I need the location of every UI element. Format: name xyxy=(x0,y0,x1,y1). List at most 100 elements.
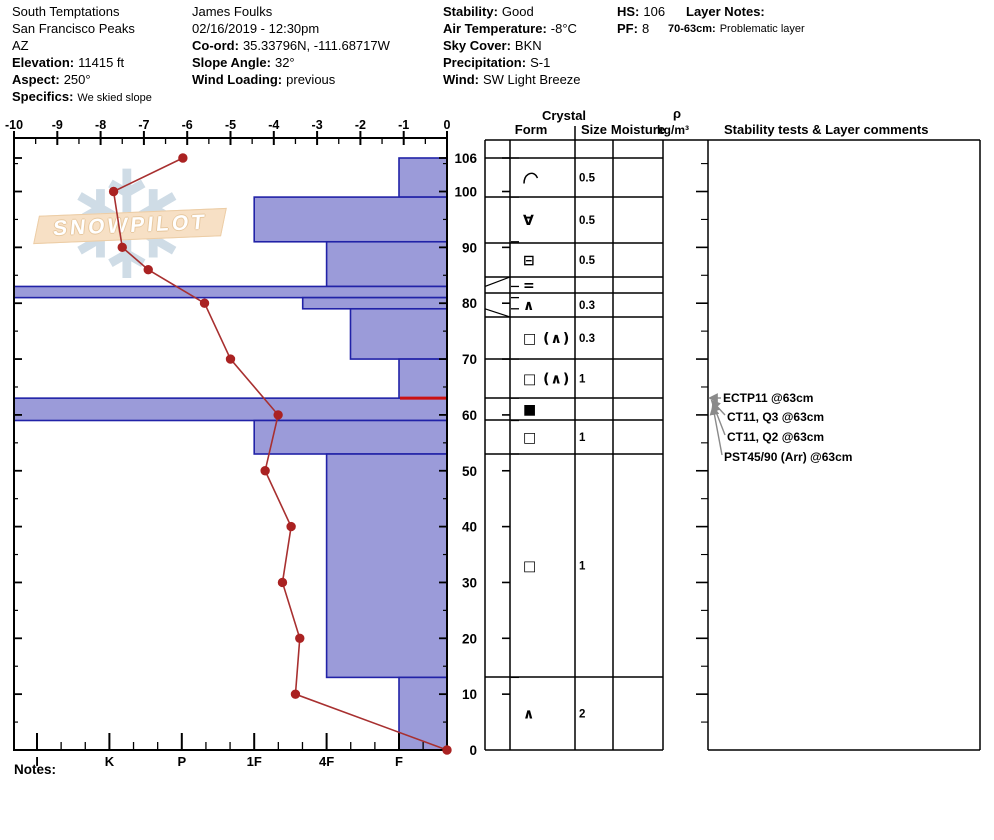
depth-axis-label: 106 xyxy=(454,151,477,166)
layer-note-range: 70-63cm: xyxy=(668,23,716,35)
layer-note-line: 70-63cm: Problematic layer xyxy=(668,22,805,37)
pf-label: PF: xyxy=(617,21,638,36)
crystal-form-symbol: ⊟ xyxy=(523,253,536,269)
temperature-point xyxy=(178,153,188,163)
temperature-point xyxy=(117,242,127,253)
wind-loading-value: previous xyxy=(286,72,336,87)
wind-value: SW Light Breeze xyxy=(482,72,581,87)
stability-line: Stability: Good xyxy=(443,4,534,19)
precipitation-label: Precipitation: xyxy=(443,55,527,70)
hs-label: HS: xyxy=(617,4,640,19)
depth-axis-label: 90 xyxy=(462,240,477,255)
temp-axis-label: -8 xyxy=(95,118,106,132)
elevation-label: Elevation: xyxy=(12,55,75,70)
temperature-point xyxy=(199,298,210,308)
site-name: South Temptations xyxy=(12,4,120,19)
temp-axis-label: -4 xyxy=(268,118,279,132)
observation-datetime: 02/16/2019 - 12:30pm xyxy=(192,21,320,36)
crystal-form-symbol: □ (∧) xyxy=(523,331,570,347)
crystal-size-value: 0.3 xyxy=(579,300,595,312)
crystal-size-value: 0.5 xyxy=(579,173,596,185)
size-header: Size xyxy=(581,122,607,137)
hardness-bar-layer-7 xyxy=(13,397,448,422)
wind-loading-label: Wind Loading: xyxy=(192,72,283,87)
hardness-bar-layer-3 xyxy=(13,285,448,299)
temp-axis-label: -3 xyxy=(312,118,323,132)
crystal-size-value: 1 xyxy=(579,432,586,444)
depth-axis-label: 40 xyxy=(462,520,477,535)
precipitation-value: S-1 xyxy=(530,55,551,70)
layer-leader-line xyxy=(484,308,511,318)
layer-notes-label: Layer Notes: xyxy=(686,4,765,19)
temperature-point xyxy=(225,354,236,364)
stability-test-label: CT11, Q3 @63cm xyxy=(727,410,824,424)
specifics-value: We skied slope xyxy=(77,92,152,104)
hardness-bar-layer-1 xyxy=(253,196,448,243)
crystal-size-value: 0.3 xyxy=(579,333,595,345)
crystal-size-value: 0.5 xyxy=(579,255,596,267)
temp-axis-label: -2 xyxy=(355,118,366,132)
temperature-point xyxy=(108,186,119,197)
depth-axis-label: 80 xyxy=(462,296,477,311)
depth-axis-label: 60 xyxy=(462,408,477,423)
air-temperature-label: Air Temperature: xyxy=(443,21,547,36)
temperature-point xyxy=(143,264,153,275)
hardness-bar-layer-2 xyxy=(325,240,448,288)
temp-axis-label: -9 xyxy=(52,118,63,132)
temperature-point xyxy=(260,466,270,476)
comments-header: Stability tests & Layer comments xyxy=(724,122,928,137)
moisture-header: Moisture xyxy=(611,122,665,137)
coord-label: Co-ord: xyxy=(192,38,239,53)
aspect-label: Aspect: xyxy=(12,72,60,87)
depth-axis-label: 30 xyxy=(462,575,477,590)
form-header: Form xyxy=(515,122,548,137)
wind-label: Wind: xyxy=(443,72,479,87)
hardness-axis-label: 4F xyxy=(319,754,334,769)
air-temperature-line: Air Temperature: -8°C xyxy=(443,21,577,36)
precipitation-line: Precipitation: S-1 xyxy=(443,55,550,70)
aspect-line: Aspect: 250° xyxy=(12,72,91,87)
hs-line: HS: 106 xyxy=(617,4,665,19)
site-state: AZ xyxy=(12,38,29,53)
layer-leader-line xyxy=(484,276,511,288)
stability-test-arrow xyxy=(709,405,723,456)
rho-header: ρ xyxy=(673,106,681,121)
depth-axis-label: 100 xyxy=(454,185,477,200)
specifics-label: Specifics: xyxy=(12,89,74,104)
hardness-axis-label: 1F xyxy=(247,754,262,769)
crystal-form-symbol: □ (∧) xyxy=(523,372,570,388)
aspect-value: 250° xyxy=(63,72,91,87)
slope-angle-value: 32° xyxy=(274,55,295,70)
coord-value: 35.33796N, -111.68717W xyxy=(242,38,390,53)
air-temperature-value: -8°C xyxy=(550,21,577,36)
crystal-form-symbol: ∧ xyxy=(523,298,535,314)
notes-label: Notes: xyxy=(14,762,57,777)
hardness-bar-layer-10 xyxy=(398,676,448,751)
depth-axis-label: 10 xyxy=(462,687,477,702)
crystal-size-value: 0.5 xyxy=(579,215,596,227)
wind-line: Wind: SW Light Breeze xyxy=(443,72,581,87)
temp-axis-label: -1 xyxy=(398,118,409,132)
hardness-axis-label: I xyxy=(35,754,39,769)
hardness-bar-layer-6 xyxy=(398,358,448,399)
stability-test-label: CT11, Q2 @63cm xyxy=(727,430,824,444)
elevation-line: Elevation: 11415 ft xyxy=(12,55,124,70)
stability-value: Good xyxy=(501,4,534,19)
hardness-bar-layer-9 xyxy=(325,453,448,679)
rho-unit-header: kg/m³ xyxy=(657,123,689,137)
elevation-value: 11415 ft xyxy=(78,55,125,70)
depth-axis-label: 20 xyxy=(462,631,477,646)
stability-test-label: ECTP11 @63cm xyxy=(723,391,813,405)
temperature-point xyxy=(295,633,305,644)
crystal-form-symbol: ■ xyxy=(523,402,537,418)
hardness-bar-layer-4 xyxy=(301,296,448,310)
temperature-point xyxy=(290,689,301,699)
temp-axis-label: 0 xyxy=(444,118,451,132)
slope-angle-label: Slope Angle: xyxy=(192,55,271,70)
sky-cover-label: Sky Cover: xyxy=(443,38,511,53)
crystal-size-value: 1 xyxy=(579,374,586,386)
crystal-size-value: 1 xyxy=(579,561,586,573)
